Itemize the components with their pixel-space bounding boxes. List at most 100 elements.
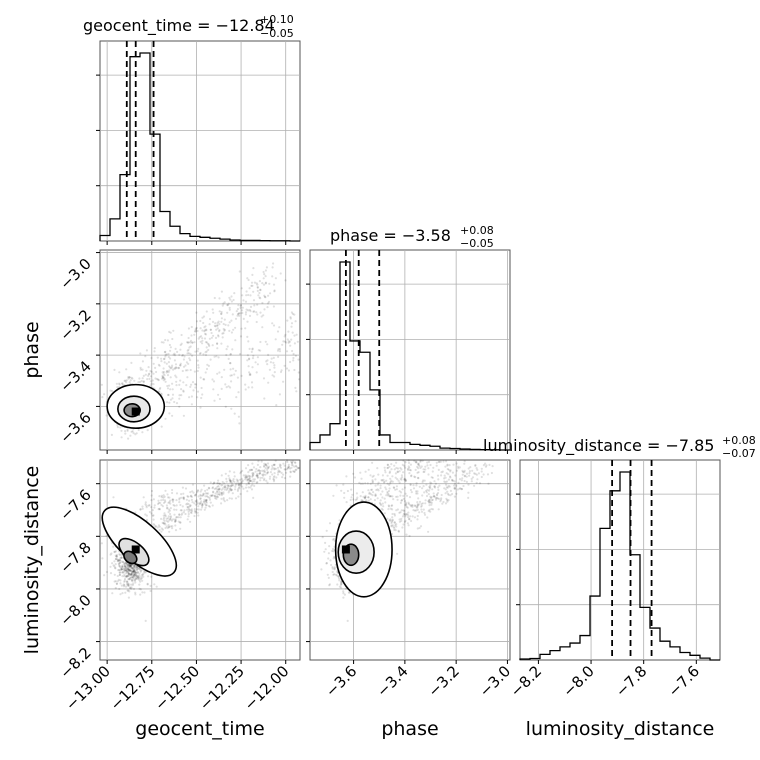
- sample-point: [263, 462, 266, 465]
- sample-point: [249, 468, 252, 471]
- sample-point: [346, 489, 349, 493]
- sample-point: [201, 337, 204, 340]
- sample-point: [144, 619, 147, 623]
- sample-point: [195, 320, 199, 323]
- sample-point: [178, 353, 181, 356]
- sample-point: [409, 488, 412, 492]
- sample-point: [169, 388, 172, 391]
- sample-point: [200, 335, 203, 338]
- sample-point: [405, 504, 408, 507]
- sample-point: [407, 465, 410, 468]
- sample-point: [220, 488, 223, 491]
- sample-point: [162, 372, 165, 375]
- sample-point: [231, 313, 234, 316]
- sample-point: [224, 323, 227, 326]
- sample-point: [198, 336, 201, 339]
- sample-point: [190, 498, 193, 501]
- sample-point: [130, 570, 134, 574]
- sample-point: [240, 482, 243, 485]
- sample-point: [170, 366, 173, 369]
- sample-point: [263, 397, 266, 400]
- sample-point: [236, 480, 239, 483]
- sample-point: [155, 525, 158, 528]
- sample-point: [129, 564, 132, 567]
- sample-point: [165, 519, 168, 523]
- sample-point: [139, 352, 142, 355]
- sample-point: [325, 562, 328, 565]
- sample-point: [193, 494, 197, 497]
- sample-point: [174, 520, 177, 523]
- sample-point: [208, 317, 212, 321]
- sample-point: [127, 572, 130, 575]
- sample-point: [180, 513, 183, 516]
- sample-point: [331, 570, 334, 574]
- sample-point: [286, 466, 289, 469]
- sample-point: [283, 340, 287, 343]
- sample-point: [398, 470, 401, 473]
- sample-point: [403, 486, 407, 489]
- sample-point: [222, 302, 225, 305]
- sample-point: [372, 474, 375, 477]
- sample-point: [202, 493, 205, 496]
- sample-point: [114, 558, 117, 561]
- sample-point: [238, 314, 241, 317]
- sample-point: [396, 498, 399, 501]
- sample-point: [282, 473, 285, 476]
- sample-point: [201, 339, 204, 342]
- sample-point: [488, 463, 491, 466]
- title-phase: phase = −3.58: [330, 226, 451, 245]
- sample-point: [338, 585, 341, 588]
- sample-point: [248, 371, 251, 374]
- sample-point: [216, 372, 219, 375]
- sample-point: [161, 528, 164, 531]
- sample-point: [181, 353, 184, 357]
- sample-point: [172, 368, 175, 371]
- sample-point: [164, 523, 167, 526]
- sample-point: [162, 494, 165, 497]
- sample-point: [225, 480, 228, 483]
- sample-point: [220, 310, 223, 314]
- sample-point: [390, 468, 393, 471]
- sample-point: [177, 516, 180, 519]
- sample-point: [130, 572, 133, 576]
- sample-point: [236, 314, 239, 317]
- sample-point: [129, 564, 132, 568]
- sample-point: [162, 514, 165, 517]
- sample-point: [333, 566, 336, 569]
- sample-point: [437, 468, 440, 471]
- sample-point: [197, 495, 200, 498]
- sample-point: [158, 528, 161, 532]
- sample-point: [250, 484, 253, 487]
- sample-point: [297, 371, 300, 374]
- sample-point: [407, 461, 411, 464]
- sample-point: [253, 304, 256, 307]
- sample-point: [327, 557, 330, 560]
- sample-point: [455, 462, 458, 465]
- sample-point: [248, 347, 251, 350]
- sample-point: [250, 488, 254, 491]
- sample-point: [244, 476, 247, 479]
- sample-point: [407, 502, 410, 505]
- sample-point: [293, 465, 296, 468]
- sample-point: [158, 364, 161, 367]
- sample-point: [290, 311, 293, 314]
- sample-point: [457, 481, 460, 484]
- sample-point: [186, 341, 189, 344]
- sample-point: [451, 492, 454, 496]
- sample-point: [217, 488, 220, 491]
- sample-point: [167, 508, 170, 511]
- sample-point: [405, 512, 408, 516]
- sample-point: [200, 488, 203, 491]
- sample-point: [126, 575, 129, 578]
- sample-point: [153, 350, 156, 353]
- sample-point: [220, 387, 223, 390]
- sample-point: [266, 306, 269, 309]
- sample-point: [237, 312, 240, 315]
- sample-point: [202, 378, 205, 381]
- sample-point: [214, 322, 217, 325]
- sample-point: [265, 479, 268, 482]
- sample-point: [166, 401, 169, 404]
- sample-point: [226, 304, 229, 307]
- sample-point: [188, 357, 191, 360]
- sample-point: [437, 497, 441, 500]
